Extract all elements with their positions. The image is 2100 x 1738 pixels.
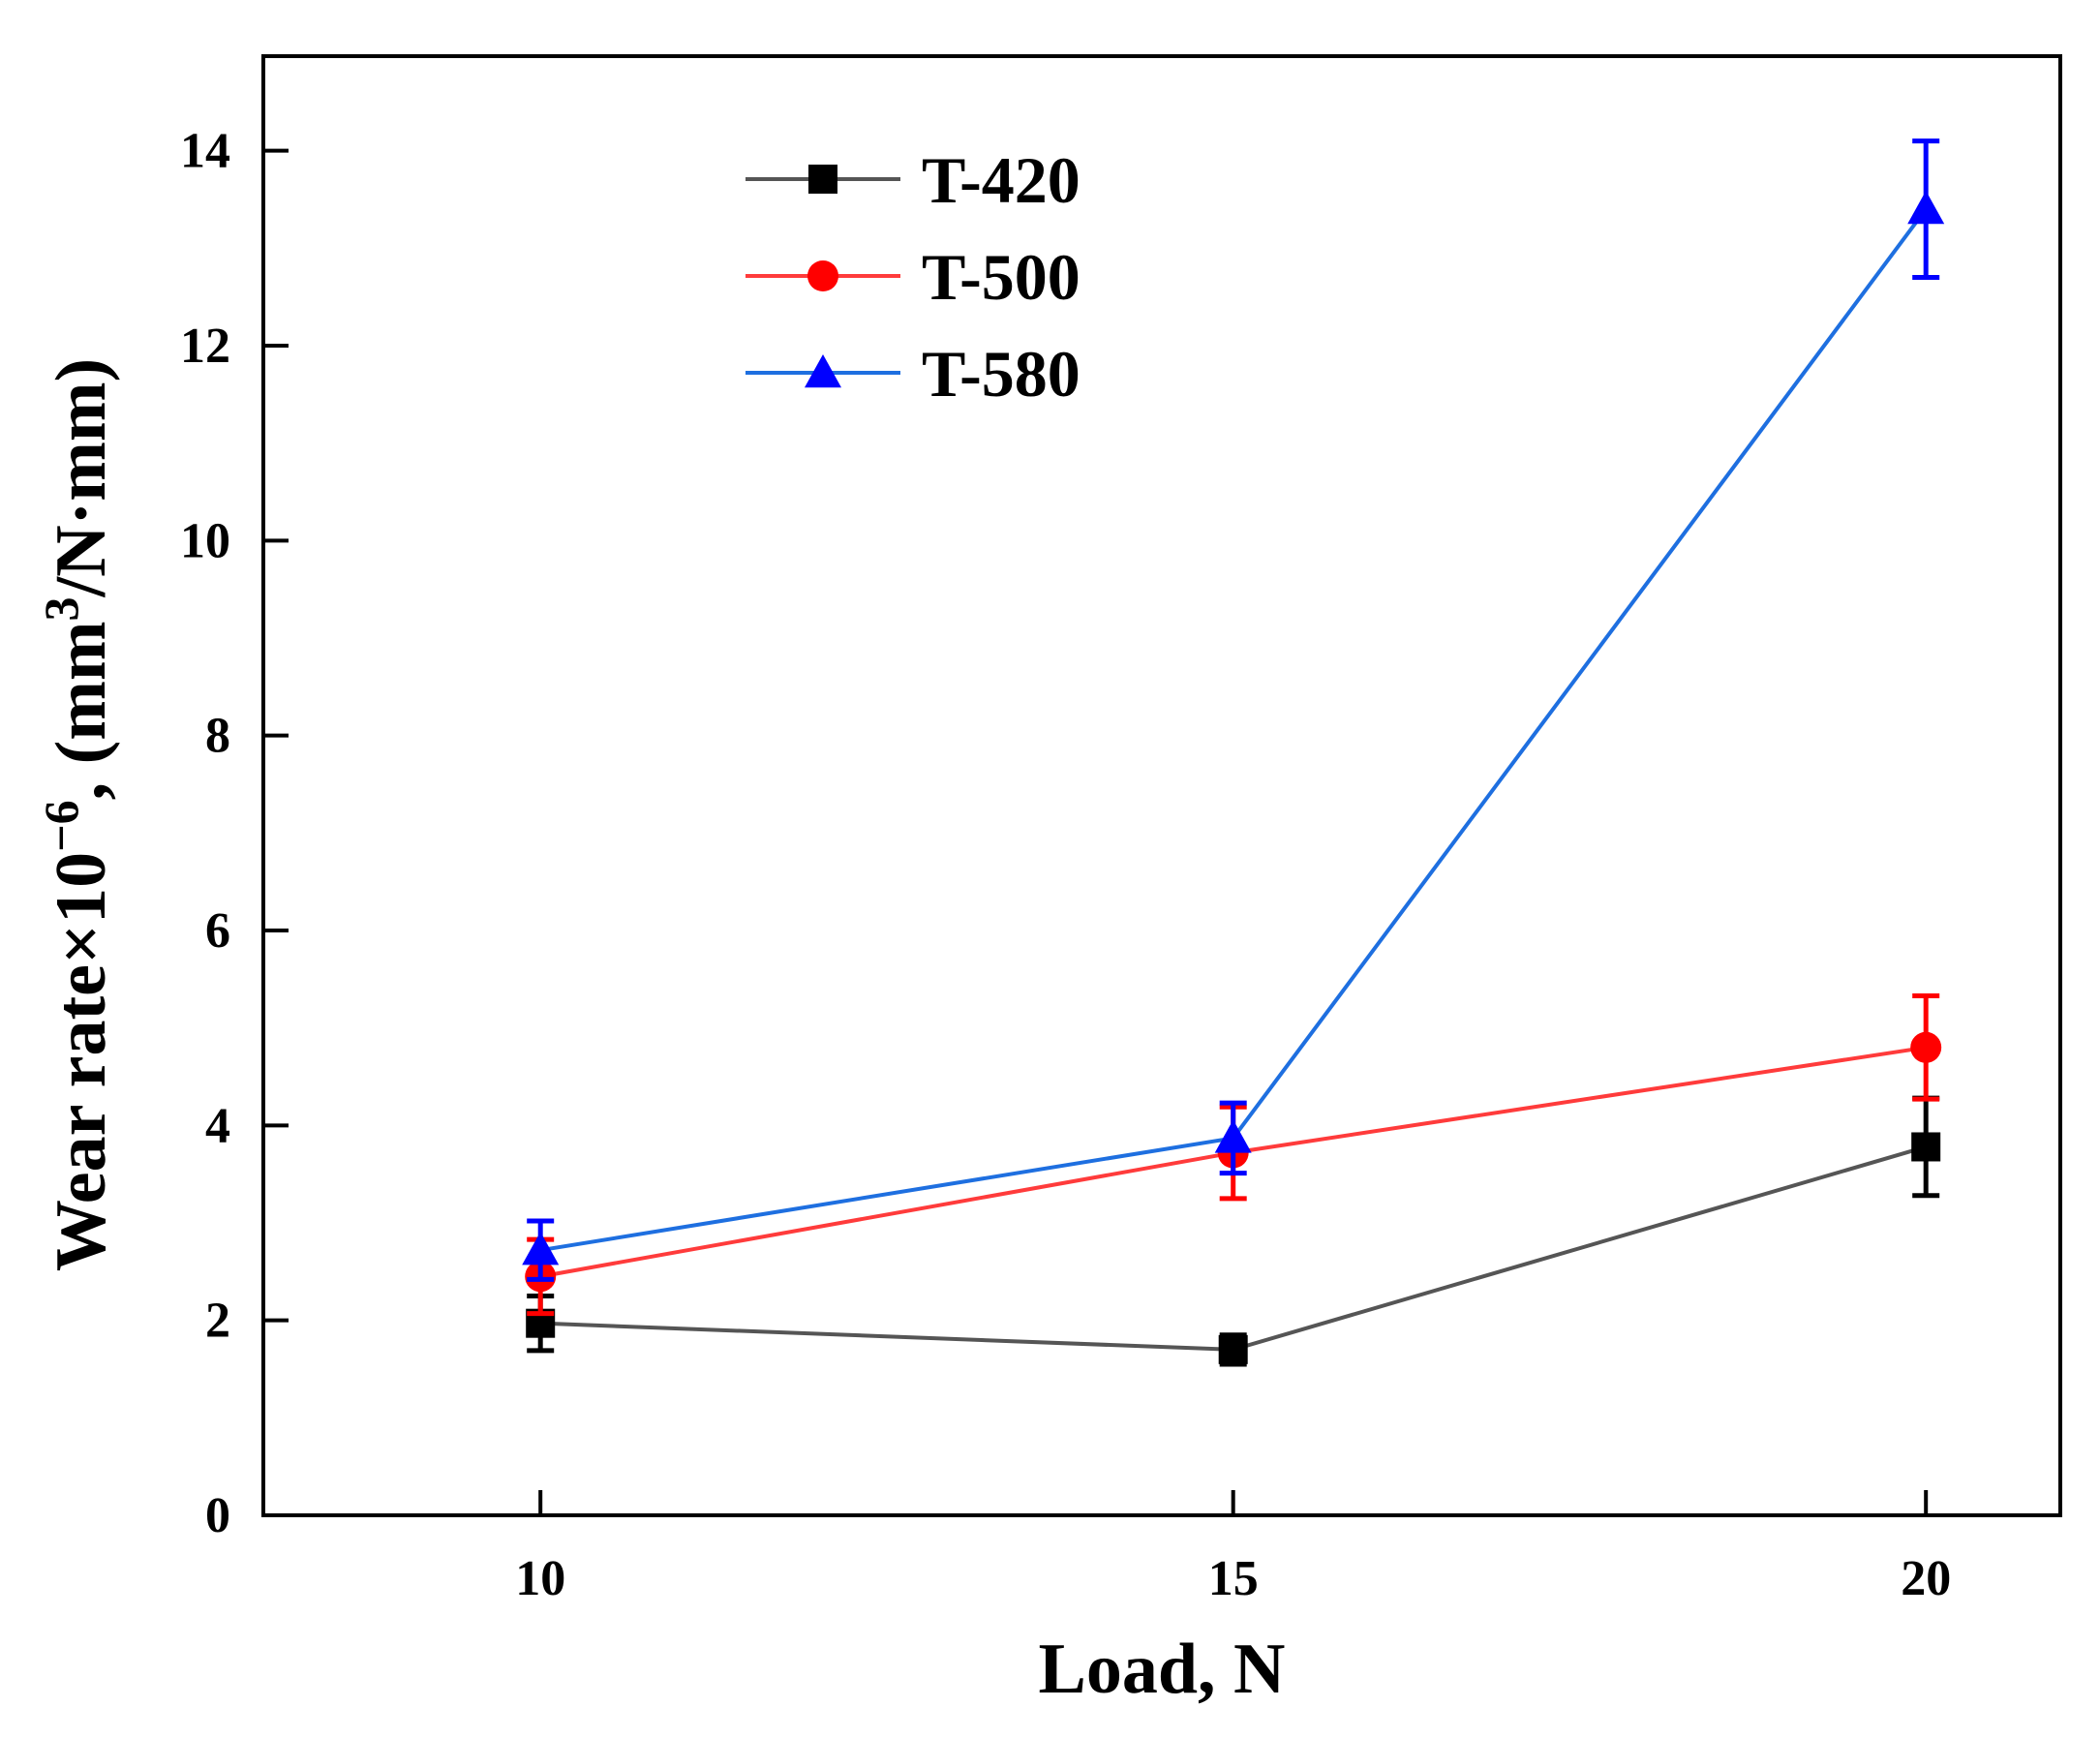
x-tick-label-10: 10 — [515, 1551, 565, 1606]
y-tick-label-4: 4 — [205, 1098, 230, 1153]
y-tick-label-6: 6 — [205, 903, 230, 959]
y-tick-label-10: 10 — [180, 513, 230, 568]
legend-item-T-500: T-500 — [746, 240, 1080, 314]
data-point-T-420-15 — [1218, 1334, 1248, 1364]
y-tick-label-12: 12 — [180, 319, 230, 374]
legend-item-T-580: T-580 — [746, 337, 1080, 411]
series-T-580 — [522, 138, 1945, 1282]
x-tick-label-20: 20 — [1901, 1551, 1951, 1606]
legend-item-T-420: T-420 — [746, 143, 1080, 217]
y-axis-title-unit-exponent: 3 — [34, 596, 88, 621]
legend-label-T-420: T-420 — [922, 143, 1080, 217]
y-axis-title: Wear rate×10−6, (mm3/N·mm) — [34, 358, 121, 1271]
y-tick-label-14: 14 — [180, 124, 230, 179]
x-tick-label-15: 15 — [1208, 1551, 1259, 1606]
data-point-T-580-20 — [1907, 191, 1945, 225]
y-tick-label-8: 8 — [205, 709, 230, 764]
legend-marker-T-580 — [805, 354, 841, 388]
y-tick-label-0: 0 — [205, 1488, 230, 1543]
data-point-T-580-10 — [522, 1232, 560, 1265]
y-axis-title-base: Wear rate×10 — [42, 852, 121, 1271]
y-axis-title-end: /N·mm) — [42, 358, 121, 598]
x-axis-title: Load, N — [1039, 1630, 1286, 1709]
legend-marker-T-500 — [807, 260, 838, 291]
data-point-T-420-20 — [1911, 1132, 1941, 1162]
plot-frame — [261, 54, 2062, 1517]
y-axis-title-middle: , (mm — [42, 621, 121, 800]
y-tick-label-2: 2 — [205, 1294, 230, 1349]
legend-label-T-500: T-500 — [922, 240, 1080, 314]
data-point-T-580-15 — [1214, 1119, 1252, 1153]
y-axis-title-exponent: −6 — [34, 800, 88, 852]
legend-marker-T-420 — [808, 165, 837, 194]
series-line-T-580 — [539, 207, 1928, 1253]
legend-label-T-580: T-580 — [922, 337, 1080, 411]
data-point-T-500-20 — [1910, 1031, 1942, 1063]
